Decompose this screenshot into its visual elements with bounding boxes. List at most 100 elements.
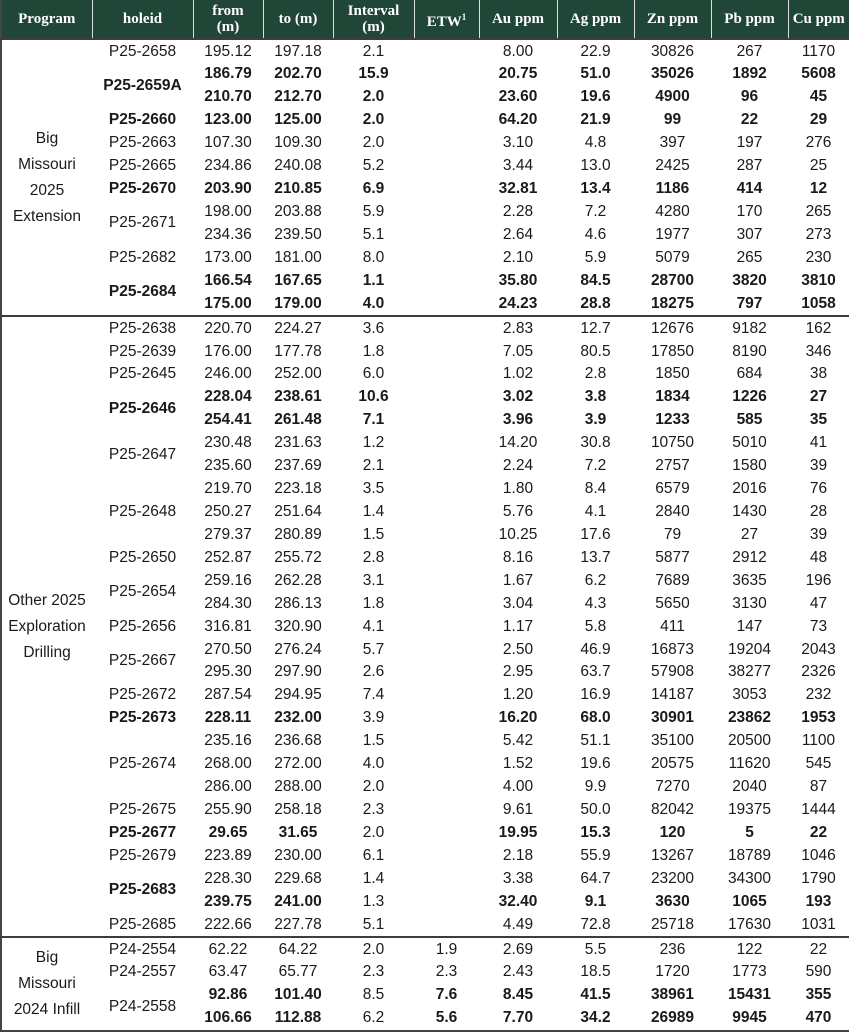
- zn-cell: 18275: [650, 294, 695, 312]
- holeid-cell: P25-2675: [108, 800, 177, 818]
- zn-cell: 2425: [655, 157, 690, 175]
- etw-cell: 7.6: [435, 986, 458, 1004]
- pb-cell: 1430: [732, 502, 767, 520]
- holeid-cell: P25-2685: [108, 915, 177, 933]
- to-cell: 236.68: [274, 732, 322, 750]
- from-cell: 228.04: [204, 388, 252, 406]
- cu-cell: 73: [809, 617, 828, 635]
- zn-cell: 13267: [650, 846, 695, 864]
- zn-cell: 5877: [655, 548, 690, 566]
- holeid-cell: P24-2558: [108, 997, 177, 1015]
- pb-cell: 1580: [732, 457, 767, 475]
- au-cell: 9.61: [502, 800, 534, 818]
- to-cell: 230.00: [274, 846, 322, 864]
- ag-cell: 28.8: [580, 294, 611, 312]
- table-row: P25-2683 228.30 229.68 1.4 3.38 64.7 23200 3430…: [1, 867, 849, 898]
- ag-cell: 64.7: [580, 869, 611, 887]
- to-cell: 238.61: [274, 388, 322, 406]
- ag-cell: 9.9: [584, 778, 607, 796]
- table-row: P25-2650 252.87 255.72 2.8 8.16 13.7 5877 2912 4…: [1, 546, 849, 569]
- ag-cell: 63.7: [580, 663, 611, 681]
- to-cell: 197.18: [263, 38, 333, 63]
- interval-cell: 3.6: [333, 315, 414, 340]
- holeid-cell: P25-2659A: [103, 76, 182, 94]
- interval-cell: 2.3: [362, 963, 385, 981]
- cu-cell: 1046: [801, 846, 836, 864]
- holeid-cell: P25-2679: [108, 846, 177, 864]
- table-header: Program holeid from (m) to (m) Interval …: [1, 0, 849, 39]
- holeid-cell: P25-2672: [108, 686, 177, 704]
- from-cell: 284.30: [204, 594, 252, 612]
- to-cell: 181.00: [274, 248, 322, 266]
- from-cell: 234.36: [204, 225, 252, 243]
- holeid-cell: P25-2656: [108, 617, 177, 635]
- interval-cell: 1.5: [362, 525, 385, 543]
- au-cell: 4.00: [502, 778, 534, 796]
- pb-cell: 19204: [727, 640, 772, 658]
- zn-cell: 10750: [650, 434, 695, 452]
- cu-cell: 38: [809, 365, 828, 383]
- holeid-cell: P25-2671: [108, 214, 177, 232]
- au-cell: 16.20: [498, 709, 538, 727]
- from-cell: 106.66: [204, 1009, 252, 1027]
- etw-cell: [414, 455, 479, 478]
- ag-cell: 22.9: [557, 38, 634, 63]
- etw-cell: [414, 223, 479, 246]
- zn-cell: 411: [660, 617, 685, 635]
- zn-cell: 120: [659, 823, 686, 841]
- au-cell: 5.76: [502, 502, 534, 520]
- zn-cell: 14187: [650, 686, 695, 704]
- ag-cell: 8.4: [584, 480, 607, 498]
- pb-cell: 1773: [732, 963, 767, 981]
- table-row: P25-2677 29.65 31.65 2.0 19.95 15.3 120 5 22: [1, 821, 849, 844]
- zn-cell: 30826: [634, 38, 711, 63]
- interval-cell: 5.2: [362, 157, 385, 175]
- zn-cell: 2840: [655, 502, 690, 520]
- au-cell: 8.00: [479, 38, 557, 63]
- to-cell: 252.00: [274, 365, 322, 383]
- cu-cell: 346: [805, 342, 832, 360]
- ag-cell: 30.8: [580, 434, 611, 452]
- pb-cell: 38277: [727, 663, 772, 681]
- pb-cell: 8190: [732, 342, 767, 360]
- table-row: P25-2663 107.30 109.30 2.0 3.10 4.8 397 197 276: [1, 132, 849, 155]
- from-cell: 222.66: [204, 915, 252, 933]
- pb-cell: 585: [736, 411, 763, 429]
- holeid-cell: P25-2654: [108, 583, 177, 601]
- interval-cell: 1.3: [362, 892, 385, 910]
- from-cell: 210.70: [204, 88, 252, 106]
- zn-cell: 2757: [655, 457, 690, 475]
- cu-cell: 265: [805, 203, 832, 220]
- from-cell: 195.12: [193, 38, 263, 63]
- col-zn-ppm: Zn ppm: [633, 0, 711, 39]
- to-cell: 167.65: [274, 271, 322, 289]
- table-row: P25-2639 176.00 177.78 1.8 7.05 80.5 17850 8190…: [1, 340, 849, 363]
- holeid-cell: P25-2639: [108, 342, 177, 360]
- zn-cell: 35100: [650, 732, 695, 750]
- ag-cell: 4.3: [584, 594, 607, 612]
- to-cell: 101.40: [274, 986, 322, 1004]
- to-cell: 224.27: [263, 315, 333, 340]
- table-row: P25-2674 235.16 236.68 1.5 5.42 51.1 35100 2050…: [1, 730, 849, 772]
- zn-cell: 7270: [655, 778, 690, 796]
- etw-cell: [414, 200, 479, 223]
- etw-cell: [414, 386, 479, 409]
- interval-cell: 4.0: [362, 294, 385, 312]
- table-row: P25-2667 270.50 276.24 5.7 2.50 46.9 16873 1920…: [1, 638, 849, 669]
- pb-cell: 3053: [732, 686, 767, 704]
- to-cell: 294.95: [274, 686, 322, 704]
- holeid-cell: P25-2665: [108, 157, 177, 175]
- cu-cell: 1444: [801, 800, 836, 818]
- ag-cell: 9.1: [584, 892, 607, 910]
- to-cell: 203.88: [274, 203, 322, 220]
- au-cell: 3.38: [502, 869, 534, 887]
- zn-cell: 4280: [655, 203, 690, 220]
- au-cell: 32.40: [498, 892, 538, 910]
- from-cell: 123.00: [204, 111, 252, 129]
- zn-cell: 397: [659, 134, 686, 152]
- au-cell: 23.60: [498, 88, 538, 106]
- from-cell: 252.87: [204, 548, 252, 566]
- cu-cell: 3810: [801, 271, 836, 289]
- etw-cell: [414, 661, 479, 684]
